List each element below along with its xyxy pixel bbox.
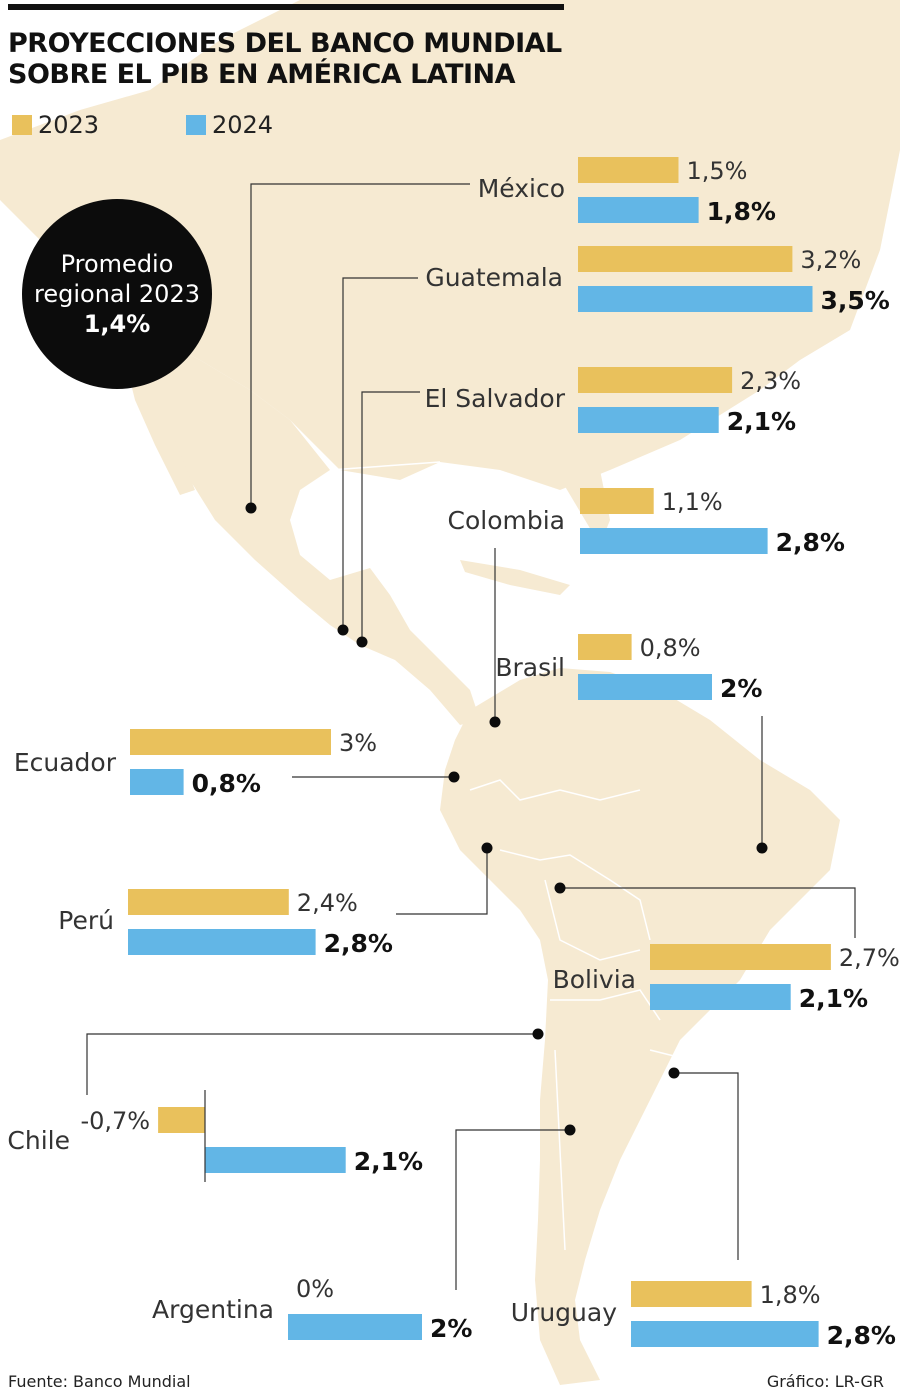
country-label-el-salvador: El Salvador (425, 384, 566, 413)
leader-line-el-salvador (361, 391, 420, 642)
country-label-chile: Chile (7, 1126, 70, 1155)
value-label-2024-uruguay: 2,8% (827, 1321, 896, 1350)
leader-line-bolivia (560, 887, 856, 938)
location-dot-bolivia (554, 882, 566, 894)
value-label-2024-argentina: 2% (430, 1314, 472, 1343)
legend-item-2024: 2024 (186, 111, 274, 139)
bar-2023-brasil (578, 634, 632, 660)
bar-2023-el-salvador (578, 367, 733, 393)
country-label-brasil: Brasil (495, 653, 565, 682)
caribbean-shape (460, 560, 570, 595)
country-label-bolivia: Bolivia (553, 965, 636, 994)
bar-2024-guatemala (578, 286, 813, 312)
country-label-peru: Perú (58, 906, 114, 935)
value-label-2024-bolivia: 2,1% (799, 984, 868, 1013)
value-label-2024-el-salvador: 2,1% (727, 407, 796, 436)
value-label-2023-guatemala: 3,2% (800, 246, 861, 274)
value-label-2023-uruguay: 1,8% (760, 1281, 821, 1309)
country-label-argentina: Argentina (152, 1295, 274, 1324)
legend-label-2024: 2024 (212, 111, 274, 139)
value-label-2023-chile: -0,7% (80, 1107, 150, 1135)
legend-swatch-2024 (186, 115, 206, 135)
bar-2023-peru (128, 889, 289, 915)
bar-2024-peru (128, 929, 316, 955)
bar-2024-ecuador (130, 769, 184, 795)
bar-2023-ecuador (130, 729, 331, 755)
bar-2024-chile (205, 1147, 346, 1173)
country-label-guatemala: Guatemala (425, 263, 563, 292)
top-rule (8, 4, 564, 10)
bar-2023-guatemala (578, 246, 793, 272)
country-label-colombia: Colombia (448, 506, 565, 535)
country-label-ecuador: Ecuador (14, 748, 117, 777)
baja-shape (125, 360, 195, 495)
value-label-2023-bolivia: 2,7% (839, 944, 900, 972)
leader-line-uruguay (674, 1072, 739, 1260)
bar-2024-brasil (578, 674, 712, 700)
value-label-2024-brasil: 2% (720, 674, 762, 703)
country-borders (329, 461, 701, 1251)
regional-average-badge: Promedio regional 2023 1,4% (22, 199, 212, 389)
location-dot-mexico (245, 502, 257, 514)
location-dot-colombia (489, 716, 501, 728)
leader-line-chile (86, 1033, 538, 1095)
location-dot-ecuador (448, 771, 460, 783)
value-label-2024-mexico: 1,8% (707, 197, 776, 226)
bar-2023-bolivia (650, 944, 831, 970)
bar-2023-mexico (578, 157, 679, 183)
location-dot-argentina (564, 1124, 576, 1136)
location-dot-brasil (756, 842, 768, 854)
bar-2024-colombia (580, 528, 768, 554)
country-label-uruguay: Uruguay (511, 1298, 617, 1327)
value-label-2023-brasil: 0,8% (640, 634, 701, 662)
south-america-shape (440, 668, 840, 1385)
badge-line-1: Promedio (60, 250, 174, 278)
value-label-2023-mexico: 1,5% (687, 157, 748, 185)
bar-2024-uruguay (631, 1321, 819, 1347)
value-label-2024-colombia: 2,8% (776, 528, 845, 557)
mexico-central-america-shape (140, 330, 480, 725)
bar-2023-uruguay (631, 1281, 752, 1307)
location-dot-guatemala (337, 624, 349, 636)
country-label-mexico: México (478, 174, 565, 203)
leader-line-guatemala (342, 277, 418, 630)
value-label-2023-argentina: 0% (296, 1275, 334, 1303)
bar-2023-colombia (580, 488, 654, 514)
credit-note: Gráfico: LR-GR (766, 1372, 884, 1391)
bar-2024-bolivia (650, 984, 791, 1010)
badge-line-2: regional 2023 (34, 280, 200, 308)
value-label-2023-colombia: 1,1% (662, 488, 723, 516)
value-label-2024-chile: 2,1% (354, 1147, 423, 1176)
value-label-2024-guatemala: 3,5% (821, 286, 890, 315)
value-label-2023-ecuador: 3% (339, 729, 377, 757)
leader-line-peru (396, 848, 488, 915)
bar-2023-chile (158, 1107, 205, 1133)
legend-item-2023: 2023 (12, 111, 100, 139)
bar-2024-mexico (578, 197, 699, 223)
bar-2024-argentina (288, 1314, 422, 1340)
badge-value: 1,4% (83, 310, 151, 338)
leader-line-argentina (455, 1129, 570, 1290)
legend-label-2023: 2023 (38, 111, 100, 139)
value-label-2024-peru: 2,8% (324, 929, 393, 958)
location-dot-peru (481, 842, 493, 854)
legend-swatch-2023 (12, 115, 32, 135)
bar-2024-el-salvador (578, 407, 719, 433)
value-label-2024-ecuador: 0,8% (192, 769, 261, 798)
value-label-2023-el-salvador: 2,3% (740, 367, 801, 395)
chart-title: PROYECCIONES DEL BANCO MUNDIAL SOBRE EL … (8, 28, 562, 90)
value-label-2023-peru: 2,4% (297, 889, 358, 917)
source-note: Fuente: Banco Mundial (8, 1372, 191, 1391)
location-dot-el-salvador (356, 636, 368, 648)
leader-line-mexico (250, 183, 470, 508)
location-dot-uruguay (668, 1067, 680, 1079)
location-dot-chile (532, 1028, 544, 1040)
